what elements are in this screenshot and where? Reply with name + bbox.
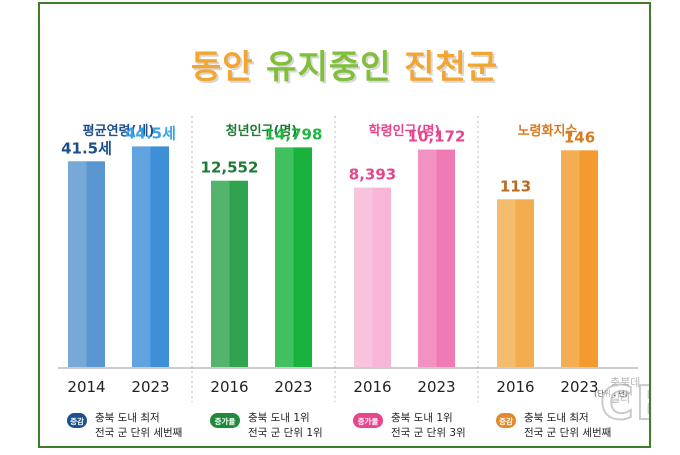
x-tick-label: 2016	[496, 378, 534, 396]
data-label: 41.5세	[61, 139, 112, 157]
change-badge-label: 증가율	[215, 416, 236, 426]
data-label: 146	[564, 128, 595, 146]
data-label: 44.5세	[125, 124, 176, 142]
data-label: 14,798	[265, 125, 323, 143]
change-badge-label: 증감	[499, 416, 513, 426]
bar	[275, 147, 312, 367]
data-label: 10,172	[408, 128, 466, 146]
bar-highlight	[132, 146, 151, 367]
change-badge	[353, 413, 383, 428]
bar	[68, 161, 105, 367]
x-tick-label: 2016	[210, 378, 248, 396]
note-line: 충북 도내 1위	[248, 411, 310, 424]
bar-highlight	[561, 150, 580, 367]
bar-highlight	[275, 147, 294, 367]
x-tick-label: 2023	[560, 378, 598, 396]
watermark-logo: CBD	[599, 375, 649, 431]
x-tick-label: 2016	[353, 378, 391, 396]
change-badge	[210, 413, 240, 428]
chart-title: 청년인구(명)	[226, 123, 298, 139]
title-part-a: 동안	[190, 46, 254, 87]
chart-title: 노령화지수	[518, 123, 578, 139]
note-line: 충북 도내 1위	[391, 411, 453, 424]
title-part-c: 진천군	[403, 46, 499, 87]
change-badge-label: 증감	[70, 416, 84, 426]
x-tick-label: 2023	[131, 378, 169, 396]
note-line: 충북 도내 최저	[524, 412, 589, 424]
bar-highlight	[418, 149, 437, 367]
bar	[561, 150, 598, 367]
bar-highlight	[211, 180, 230, 367]
change-badge-label: 증가율	[358, 416, 379, 426]
bar	[211, 180, 248, 367]
bar-highlight	[68, 161, 87, 367]
note-line: 전국 군 단위 세번째	[524, 426, 611, 439]
chart-title: 학령인구(명)	[369, 123, 441, 139]
x-tick-label: 2023	[417, 378, 455, 396]
unit-note: (단위 : 년)	[594, 388, 628, 398]
data-label: 113	[500, 177, 531, 195]
note-line: 전국 군 단위 세번째	[95, 426, 182, 439]
note-line: 충북 도내 최저	[95, 412, 160, 424]
bar	[418, 149, 455, 367]
title-part-b: 유지중인	[265, 46, 392, 87]
data-label: 12,552	[201, 159, 259, 177]
page-title: 동안 유지중인 진천군	[40, 40, 649, 88]
chart-title: 평균연령(세)	[83, 123, 155, 139]
change-badge	[67, 413, 87, 428]
infographic-frame: 동안 유지중인 진천군 평균연령(세) 41.5세 2014 44.5세 2023 증감 충…	[38, 2, 651, 448]
bar	[497, 199, 534, 367]
x-tick-label: 2014	[67, 378, 105, 396]
watermark-subtext: 충북데일리	[610, 376, 641, 405]
note-line: 전국 군 단위 1위	[248, 426, 323, 439]
x-tick-label: 2023	[274, 378, 312, 396]
bar	[354, 187, 391, 367]
change-badge	[496, 413, 516, 428]
data-label: 8,393	[349, 166, 396, 184]
note-line: 전국 군 단위 3위	[391, 426, 466, 439]
bar	[132, 146, 169, 367]
bar-highlight	[497, 199, 516, 367]
bar-highlight	[354, 187, 373, 367]
